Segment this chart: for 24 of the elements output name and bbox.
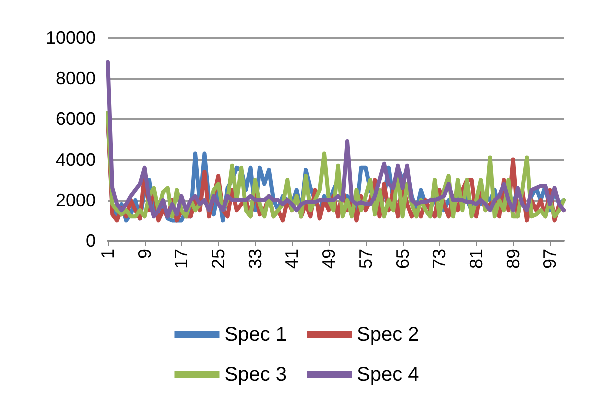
legend-label: Spec 1 [224, 324, 287, 346]
x-tick-label: 41 [282, 249, 302, 270]
legend-label: Spec 4 [357, 364, 420, 386]
x-tick-label: 97 [540, 249, 560, 270]
x-tick-label: 73 [430, 249, 450, 270]
line-series [106, 60, 566, 219]
legend-label: Spec 2 [357, 324, 420, 346]
y-tick-label: 4000 [56, 150, 96, 170]
y-tick-label: 0 [86, 231, 96, 251]
y-tick-label: 8000 [56, 68, 96, 89]
y-tick-label: 2000 [56, 190, 96, 210]
x-tick-label: 33 [245, 249, 266, 270]
x-tick-label: 89 [503, 249, 524, 270]
x-tick-label: 57 [356, 249, 376, 270]
legend-label: Spec 3 [224, 364, 287, 386]
x-tick-label: 1 [98, 249, 118, 260]
y-tick-label: 6000 [56, 109, 96, 130]
x-tick-label: 25 [208, 249, 229, 270]
x-tick-label: 9 [134, 249, 155, 260]
x-tick-label: 65 [392, 249, 413, 270]
y-tick-label: 10000 [46, 28, 96, 48]
x-tick-label: 17 [172, 249, 192, 270]
x-tick-label: 49 [319, 249, 340, 270]
x-tick-label: 81 [466, 249, 486, 270]
